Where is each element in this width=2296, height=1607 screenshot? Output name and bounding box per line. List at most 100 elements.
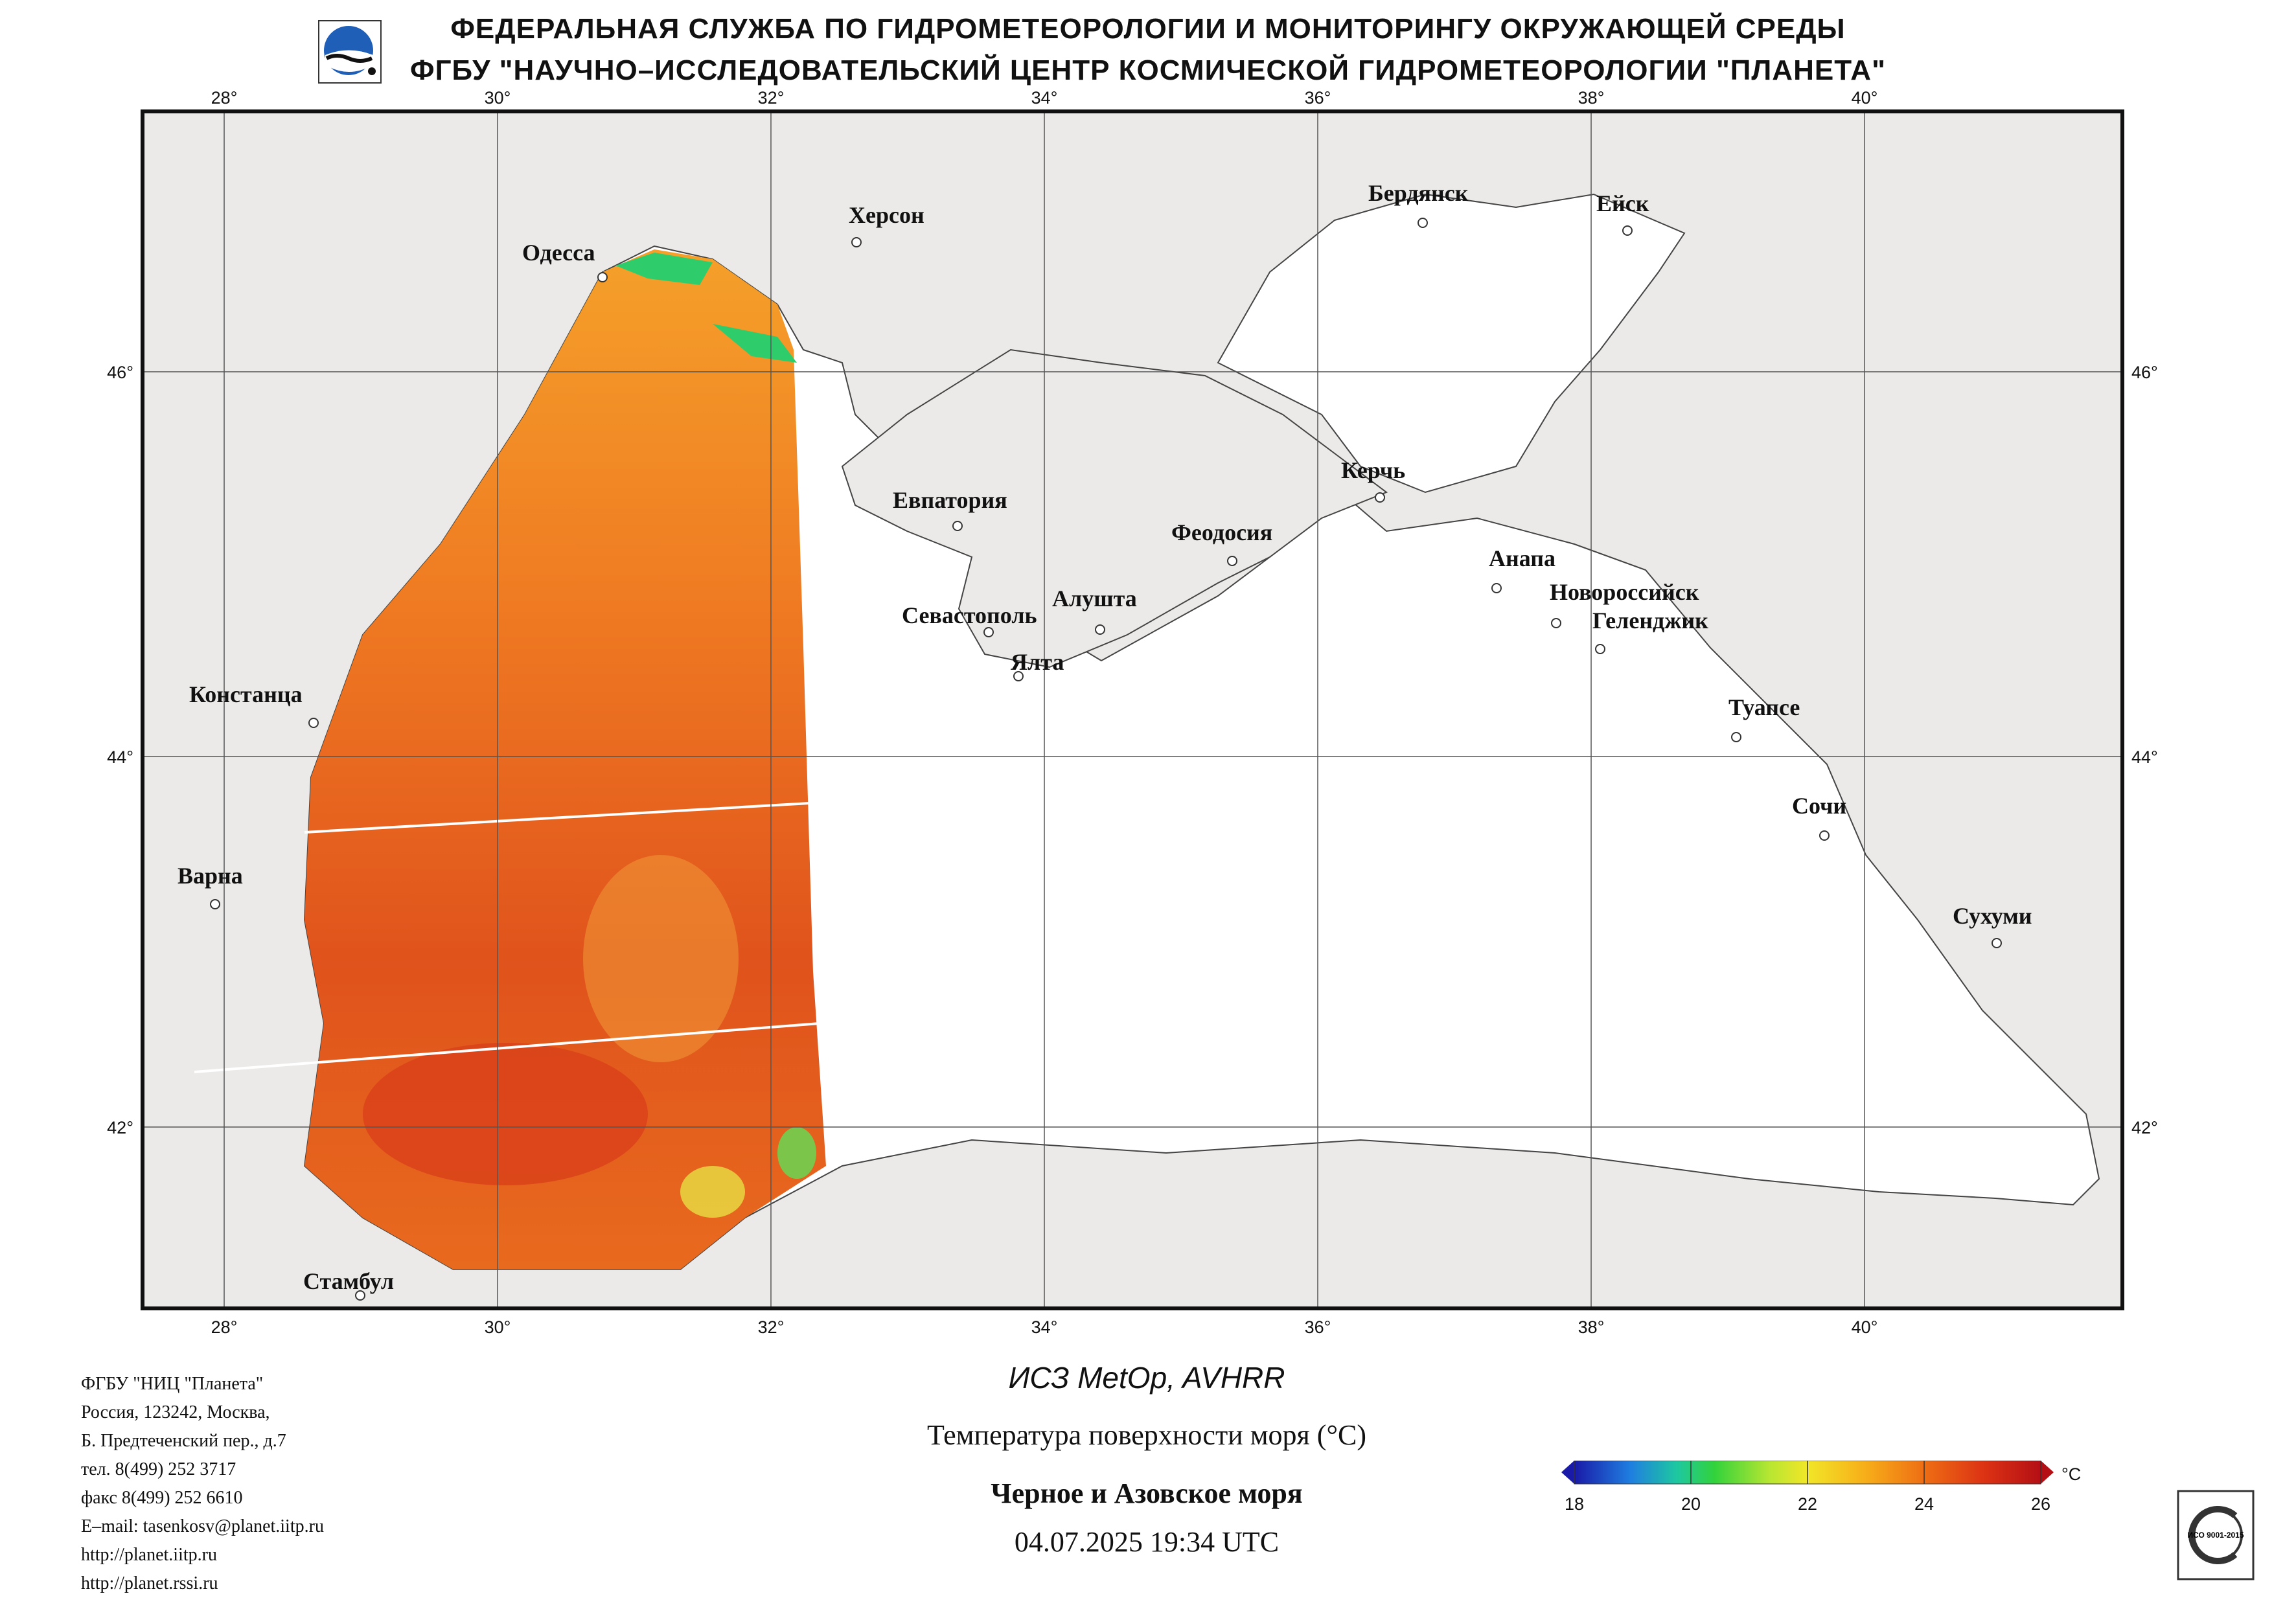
region-caption: Черное и Азовское моря bbox=[991, 1477, 1303, 1509]
planeta-logo bbox=[318, 20, 382, 84]
city-label: Севастополь bbox=[902, 602, 1037, 628]
city-marker bbox=[1227, 556, 1237, 566]
city-marker bbox=[983, 627, 994, 637]
city-marker bbox=[1992, 938, 2002, 948]
city-markers bbox=[210, 218, 2002, 1301]
lon-tick: 32° bbox=[758, 1317, 785, 1337]
lon-tick: 40° bbox=[1852, 1317, 1878, 1337]
city-marker bbox=[355, 1290, 365, 1301]
colorbar-unit: °C bbox=[2061, 1465, 2081, 1484]
datetime-caption: 04.07.2025 19:34 UTC bbox=[1014, 1526, 1280, 1558]
city-label: Ялта bbox=[1011, 649, 1064, 675]
org-email[interactable]: E–mail: tasenkosv@planet.iitp.ru bbox=[81, 1516, 324, 1536]
colorbar-label: 26 bbox=[2031, 1494, 2050, 1514]
map-frame bbox=[141, 109, 2124, 1310]
org-phone: тел. 8(499) 252 3717 bbox=[81, 1459, 236, 1479]
scan-gap-1 bbox=[304, 802, 810, 834]
city-marker bbox=[1013, 671, 1024, 681]
city-marker bbox=[1819, 830, 1830, 841]
lat-tick: 46° bbox=[2131, 363, 2158, 382]
org-address: Россия, 123242, Москва, bbox=[81, 1402, 270, 1422]
sst-hot-core bbox=[363, 1043, 648, 1185]
city-label: Одесса bbox=[522, 240, 595, 266]
lon-tick: 34° bbox=[1031, 1317, 1058, 1337]
crimea bbox=[841, 348, 1388, 668]
sea-of-azov bbox=[1217, 193, 1686, 494]
lon-tick: 28° bbox=[211, 1317, 238, 1337]
city-marker bbox=[308, 718, 319, 728]
city-label: Ейск bbox=[1596, 190, 1649, 216]
lat-ticks: 46° 44° 42° 46° 44° 42° bbox=[107, 363, 2158, 1137]
org-website-2[interactable]: http://planet.rssi.ru bbox=[81, 1573, 218, 1593]
city-label: Геленджик bbox=[1592, 608, 1708, 633]
lon-ticks-top: 28° 30° 32° 34° 36° 38° 40° bbox=[211, 88, 1878, 108]
org-fax: факс 8(499) 252 6610 bbox=[81, 1488, 243, 1508]
city-label: Анапа bbox=[1489, 545, 1556, 571]
organization-contacts: ФГБУ "НИЦ "Планета" Россия, 123242, Моск… bbox=[81, 1370, 324, 1598]
sst-cool-patch-se bbox=[777, 1127, 816, 1179]
city-marker bbox=[1375, 492, 1385, 503]
scan-gap-2 bbox=[194, 1022, 820, 1073]
lon-tick: 30° bbox=[485, 88, 511, 108]
lon-tick: 38° bbox=[1578, 1317, 1605, 1337]
org-website-1[interactable]: http://planet.iitp.ru bbox=[81, 1545, 217, 1565]
sst-cool-patch-south bbox=[680, 1166, 745, 1218]
lat-tick: 44° bbox=[107, 747, 133, 767]
city-label: Алушта bbox=[1052, 586, 1137, 611]
parameter-caption: Температура поверхности моря (°C) bbox=[926, 1419, 1367, 1451]
colorbar-label: 18 bbox=[1565, 1494, 1584, 1514]
lon-tick: 28° bbox=[211, 88, 238, 108]
city-marker bbox=[1622, 225, 1633, 236]
lon-tick: 36° bbox=[1305, 1317, 1331, 1337]
city-marker bbox=[1095, 624, 1105, 635]
city-marker bbox=[210, 899, 220, 909]
city-marker bbox=[1731, 732, 1741, 742]
header-line-2: ФГБУ "НАУЧНО–ИССЛЕДОВАТЕЛЬСКИЙ ЦЕНТР КОС… bbox=[410, 54, 1886, 86]
colorbar-arrow-left bbox=[1561, 1461, 1574, 1484]
city-marker bbox=[851, 237, 862, 247]
org-street: Б. Предтеченский пер., д.7 bbox=[81, 1431, 286, 1451]
city-marker bbox=[1551, 618, 1561, 628]
city-marker bbox=[1418, 218, 1428, 228]
colorbar-label: 22 bbox=[1798, 1494, 1817, 1514]
colorbar-label: 20 bbox=[1681, 1494, 1701, 1514]
lon-ticks-bottom: 28° 30° 32° 34° 36° 38° 40° bbox=[211, 1317, 1878, 1337]
sst-cool-dnieper bbox=[713, 324, 797, 363]
city-label: Евпатория bbox=[893, 487, 1007, 513]
colorbar-label: 24 bbox=[1914, 1494, 1934, 1514]
lon-tick: 30° bbox=[485, 1317, 511, 1337]
lon-tick: 38° bbox=[1578, 88, 1605, 108]
colorbar-arrow-right bbox=[2041, 1461, 2054, 1484]
graticule bbox=[143, 111, 2122, 1308]
city-label: Констанца bbox=[189, 681, 303, 707]
city-labels: Одесса Херсон Бердянск Ейск Евпатория Ке… bbox=[178, 180, 2032, 1294]
city-label: Варна bbox=[178, 863, 243, 889]
lon-tick: 36° bbox=[1305, 88, 1331, 108]
city-marker bbox=[1491, 583, 1502, 593]
city-label: Бердянск bbox=[1368, 180, 1469, 206]
iso-certificate-badge: ИСО 9001-2015 bbox=[2177, 1490, 2255, 1580]
header-line-1: ФЕДЕРАЛЬНАЯ СЛУЖБА ПО ГИДРОМЕТЕОРОЛОГИИ … bbox=[450, 13, 1846, 45]
city-label: Керчь bbox=[1341, 457, 1405, 483]
city-label: Сухуми bbox=[1953, 903, 2032, 929]
city-label: Стамбул bbox=[303, 1268, 394, 1294]
city-marker bbox=[597, 272, 608, 282]
satellite-caption: ИСЗ MetOp, AVHRR bbox=[1008, 1361, 1285, 1395]
lat-tick: 46° bbox=[107, 363, 133, 382]
certificate-text: ИСО 9001-2015 bbox=[2187, 1531, 2244, 1540]
city-label: Туапсе bbox=[1728, 694, 1800, 720]
city-marker bbox=[952, 521, 963, 531]
city-label: Херсон bbox=[849, 202, 924, 228]
lon-tick: 40° bbox=[1852, 88, 1878, 108]
city-label: Феодосия bbox=[1171, 519, 1272, 545]
city-marker bbox=[1595, 644, 1605, 654]
sst-warm-eddy bbox=[583, 855, 739, 1062]
city-label: Сочи bbox=[1792, 793, 1846, 819]
lon-tick: 32° bbox=[758, 88, 785, 108]
lat-tick: 44° bbox=[2131, 747, 2158, 767]
org-name: ФГБУ "НИЦ "Планета" bbox=[81, 1374, 264, 1394]
lon-tick: 34° bbox=[1031, 88, 1058, 108]
lat-tick: 42° bbox=[107, 1118, 133, 1137]
colorbar: 18 20 22 24 26 °C bbox=[1561, 1461, 2081, 1514]
